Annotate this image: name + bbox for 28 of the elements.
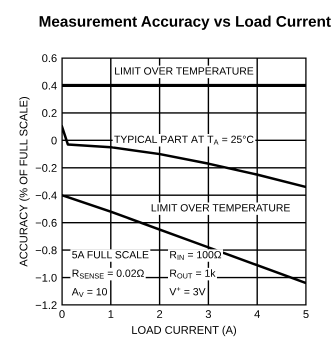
- x-tick-label: 2: [157, 310, 162, 318]
- annotation: R$_{SENSE}$ = 0.02Ω: [72, 270, 144, 279]
- annotation: TYPICAL PART AT T$_{A}$ = 25°C: [114, 136, 254, 145]
- x-tick-label: 0: [59, 310, 65, 318]
- annotation: A$_{V}$ = 10: [72, 288, 107, 297]
- y-tick-label: 0.4: [42, 82, 57, 90]
- y-tick-label: −1.2: [36, 301, 57, 310]
- annotation: V$^{+}$ = 3V: [169, 287, 206, 296]
- annotation: 5A FULL SCALE: [72, 251, 149, 258]
- x-axis-title: LOAD CURRENT (A): [132, 326, 236, 336]
- y-tick-label: 0.2: [42, 109, 57, 118]
- y-tick-label: −1.0: [36, 274, 57, 282]
- y-tick-label: 0: [51, 136, 57, 144]
- x-tick-label: 1: [108, 310, 114, 318]
- y-axis-title: ACCURACY (% OF FULL SCALE): [19, 96, 30, 267]
- y-tick-label: −0.6: [36, 218, 57, 227]
- x-tick-label: 4: [254, 310, 260, 318]
- ref-line-label: LIMIT OVER TEMPERATURE: [115, 67, 254, 75]
- chart-title: Measurement Accuracy vs Load Current: [40, 16, 331, 30]
- x-tick-label: 3: [206, 310, 211, 318]
- annotation: LIMIT OVER TEMPERATURE: [152, 204, 290, 212]
- y-tick-label: 0.6: [42, 54, 57, 62]
- y-tick-label: −0.2: [36, 164, 57, 172]
- y-tick-label: −0.8: [36, 246, 57, 254]
- annotation: R$_{OUT}$ = 1k: [170, 269, 216, 278]
- x-tick-label: 5: [303, 310, 309, 318]
- y-tick-label: −0.4: [36, 191, 57, 200]
- annotation: R$_{IN}$ = 100Ω: [170, 251, 222, 260]
